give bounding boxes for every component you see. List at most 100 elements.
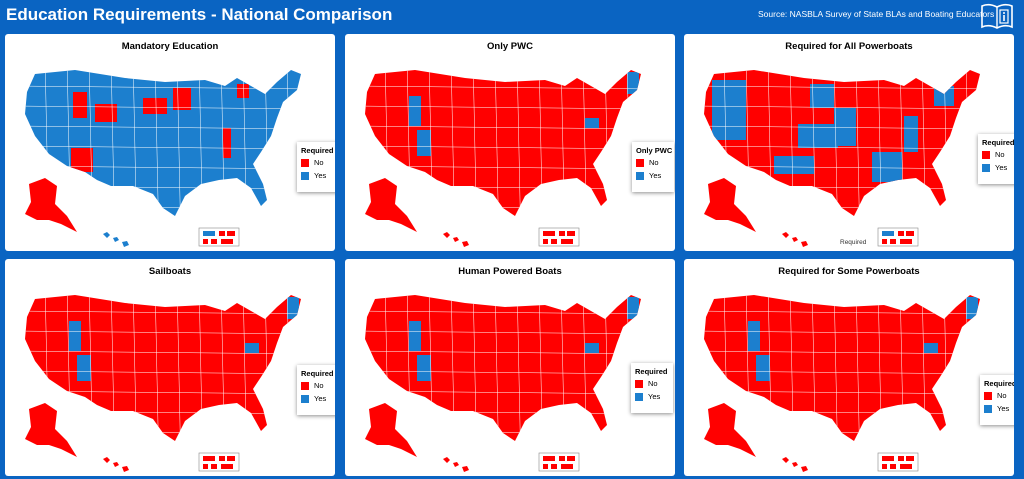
state-region [872, 152, 902, 182]
state-region [712, 80, 746, 140]
us-choropleth-map[interactable] [355, 56, 655, 248]
hawaii [122, 241, 129, 247]
legend-swatch [982, 164, 990, 172]
territory [227, 231, 235, 236]
panel-title: Mandatory Education [121, 41, 219, 52]
state-region [417, 130, 431, 156]
alaska [704, 178, 756, 232]
map-legend: Required No Yes [297, 365, 335, 415]
legend-swatch [635, 380, 643, 388]
territory [203, 239, 208, 244]
territory [900, 464, 912, 469]
hawaii [792, 237, 798, 242]
legend-title: Required [635, 367, 668, 376]
legend-title: Required [301, 146, 334, 155]
us-choropleth-map[interactable] [15, 281, 315, 473]
legend-label: Yes [995, 163, 1008, 172]
legend-swatch [984, 405, 992, 413]
state-region [287, 297, 299, 319]
legend-swatch [301, 172, 309, 180]
state-region [798, 124, 838, 148]
map-panel-2: Only PWC Only PWC No Yes [345, 34, 675, 251]
legend-title: Required [984, 379, 1014, 388]
state-region [143, 98, 167, 114]
contiguous-us [365, 70, 641, 216]
territory [890, 464, 896, 469]
territory [882, 239, 887, 244]
legend-swatch [301, 395, 309, 403]
alaska [25, 403, 77, 457]
territory [551, 239, 557, 244]
territory [567, 231, 575, 236]
territory [900, 239, 912, 244]
page-title: Education Requirements - National Compar… [6, 5, 393, 24]
book-info-icon[interactable] [980, 2, 1014, 30]
us-choropleth-map[interactable] [694, 56, 994, 248]
hawaii [801, 241, 808, 247]
state-region [409, 321, 421, 351]
map-panel-3: Required for All Powerboats Required No Yes… [684, 34, 1014, 251]
hawaii [453, 237, 459, 242]
legend-label: No [314, 381, 324, 390]
territory [219, 231, 225, 236]
territory [221, 239, 233, 244]
hawaii [782, 457, 789, 463]
contiguous-us [704, 295, 980, 441]
panel-title: Sailboats [148, 266, 192, 277]
territory [203, 464, 208, 469]
state-region [924, 343, 938, 353]
legend-title: Only PWC [636, 146, 673, 155]
hawaii [801, 466, 808, 472]
alaska [365, 403, 417, 457]
legend-swatch [636, 159, 644, 167]
territory [543, 464, 548, 469]
territory [211, 239, 217, 244]
state-region [756, 355, 770, 381]
territory [561, 239, 573, 244]
map-footer-label: Required [840, 239, 867, 246]
state-region [223, 128, 231, 158]
territory [559, 456, 565, 461]
territory [543, 456, 555, 461]
territory [543, 231, 555, 236]
territory [211, 464, 217, 469]
territory [551, 464, 557, 469]
state-region [245, 343, 259, 353]
state-region [417, 355, 431, 381]
legend-label: Yes [997, 404, 1010, 413]
legend-label: No [997, 391, 1007, 400]
legend-label: Yes [649, 171, 662, 180]
legend-label: Yes [314, 171, 327, 180]
hawaii [103, 232, 110, 238]
state-region [748, 321, 760, 351]
legend-label: Yes [314, 394, 327, 403]
state-region [95, 104, 117, 122]
us-choropleth-map[interactable] [694, 281, 994, 473]
map-panel-1: Mandatory Education Required No Yes [5, 34, 335, 251]
state-region [774, 156, 814, 174]
contiguous-us [25, 70, 301, 216]
legend-swatch [984, 392, 992, 400]
hawaii [103, 457, 110, 463]
state-region [627, 72, 639, 94]
alaska [25, 178, 77, 232]
state-region [966, 297, 978, 319]
legend-swatch [301, 159, 309, 167]
map-legend: Required No Yes [297, 142, 335, 192]
us-choropleth-map[interactable] [15, 56, 315, 248]
state-region [585, 118, 599, 128]
state-region [73, 92, 87, 118]
territory [543, 239, 548, 244]
state-region [409, 96, 421, 126]
territory [882, 464, 887, 469]
hawaii [122, 466, 129, 472]
alaska [704, 403, 756, 457]
legend-swatch [301, 382, 309, 390]
source-note: Source: NASBLA Survey of State BLAs and … [758, 9, 995, 19]
legend-label: Yes [648, 392, 661, 401]
map-legend: Only PWC No Yes [632, 142, 674, 192]
contiguous-us [25, 295, 301, 441]
us-choropleth-map[interactable] [355, 281, 655, 473]
territory [906, 456, 914, 461]
territory [561, 464, 573, 469]
